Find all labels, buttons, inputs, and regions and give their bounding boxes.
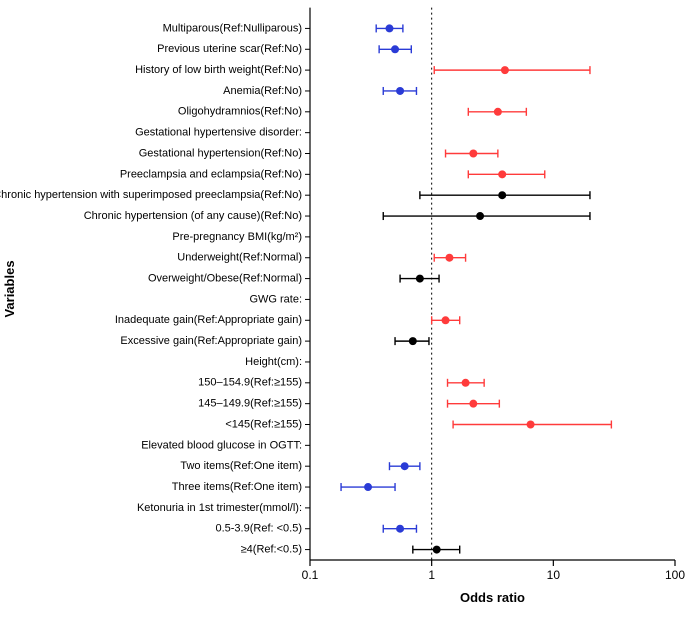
variable-label: Chronic hypertension (of any cause)(Ref:… [84, 210, 302, 222]
forest-row [468, 108, 526, 116]
variable-label: GWG rate: [249, 293, 302, 305]
variable-label: Anemia(Ref:No) [223, 85, 302, 97]
variable-label: Preeclampsia and eclampsia(Ref:No) [120, 168, 302, 180]
forest-plot: 0.1 1 10 100 Odds ratio Variables Multiparous(… [0, 0, 697, 619]
variable-label: 150–154.9(Ref:≥155) [198, 377, 302, 389]
x-tick-label: 10 [547, 568, 561, 582]
forest-row [383, 525, 416, 533]
forest-row [468, 170, 544, 178]
odds-ratio-point [469, 150, 477, 158]
odds-ratio-point [494, 108, 502, 116]
odds-ratio-point [445, 254, 453, 262]
odds-ratio-point [527, 421, 535, 429]
odds-ratio-point [501, 66, 509, 74]
variable-label: Gestational hypertension(Ref:No) [139, 147, 302, 159]
odds-ratio-point [364, 483, 372, 491]
y-axis-title: Variables [2, 260, 17, 317]
odds-ratio-point [416, 275, 424, 283]
forest-row [379, 45, 411, 53]
x-tick-label: 0.1 [302, 568, 319, 582]
variable-label: Two items(Ref:One item) [180, 460, 302, 472]
forest-row [448, 379, 485, 387]
forest-row [383, 212, 590, 220]
variable-label: Gestational hypertensive disorder: [135, 127, 302, 139]
forest-row [432, 316, 460, 324]
forest-row [420, 191, 590, 199]
variable-label: Inadequate gain(Ref:Appropriate gain) [115, 314, 302, 326]
variable-label: Underweight(Ref:Normal) [177, 252, 302, 264]
forest-row [448, 400, 500, 408]
forest-row [446, 150, 498, 158]
forest-row [376, 24, 403, 32]
odds-ratio-point [396, 525, 404, 533]
forest-row [383, 87, 416, 95]
odds-ratio-point [476, 212, 484, 220]
x-tick-label: 1 [428, 568, 435, 582]
x-tick-label: 100 [665, 568, 685, 582]
variable-label: 145–149.9(Ref:≥155) [198, 398, 302, 410]
odds-ratio-point [462, 379, 470, 387]
variable-label: Ketonuria in 1st trimester(mmol/l): [137, 502, 302, 514]
odds-ratio-point [442, 316, 450, 324]
forest-row [341, 483, 395, 491]
forest-row [389, 462, 419, 470]
odds-ratio-point [433, 546, 441, 554]
variable-label: Height(cm): [245, 356, 302, 368]
variable-label: Excessive gain(Ref:Appropriate gain) [120, 335, 302, 347]
odds-ratio-point [401, 462, 409, 470]
odds-ratio-point [469, 400, 477, 408]
odds-ratio-point [409, 337, 417, 345]
variable-label: Chronic hypertension with superimposed p… [0, 189, 302, 201]
variable-label: <145(Ref:≥155) [225, 418, 302, 430]
odds-ratio-point [498, 191, 506, 199]
odds-ratio-point [396, 87, 404, 95]
forest-row [434, 254, 465, 262]
odds-ratio-point [391, 45, 399, 53]
variable-label: Pre-pregnancy BMI(kg/m²) [172, 231, 302, 243]
variable-label: Previous uterine scar(Ref:No) [157, 43, 302, 55]
variable-label: History of low birth weight(Ref:No) [135, 64, 302, 76]
forest-row [453, 421, 611, 429]
x-axis-title: Odds ratio [460, 590, 525, 605]
variable-label: 0.5-3.9(Ref: <0.5) [215, 523, 302, 535]
variable-label: Multiparous(Ref:Nulliparous) [163, 22, 302, 34]
forest-row [400, 275, 439, 283]
variable-label: Three items(Ref:One item) [172, 481, 302, 493]
forest-row [395, 337, 429, 345]
forest-row [413, 546, 460, 554]
forest-row [434, 66, 590, 74]
variable-label: ≥4(Ref:<0.5) [241, 543, 302, 555]
variable-label: Oligohydramnios(Ref:No) [178, 106, 302, 118]
variable-label: Overweight/Obese(Ref:Normal) [148, 272, 302, 284]
odds-ratio-point [385, 24, 393, 32]
odds-ratio-point [498, 170, 506, 178]
variable-label: Elevated blood glucose in OGTT: [141, 439, 302, 451]
